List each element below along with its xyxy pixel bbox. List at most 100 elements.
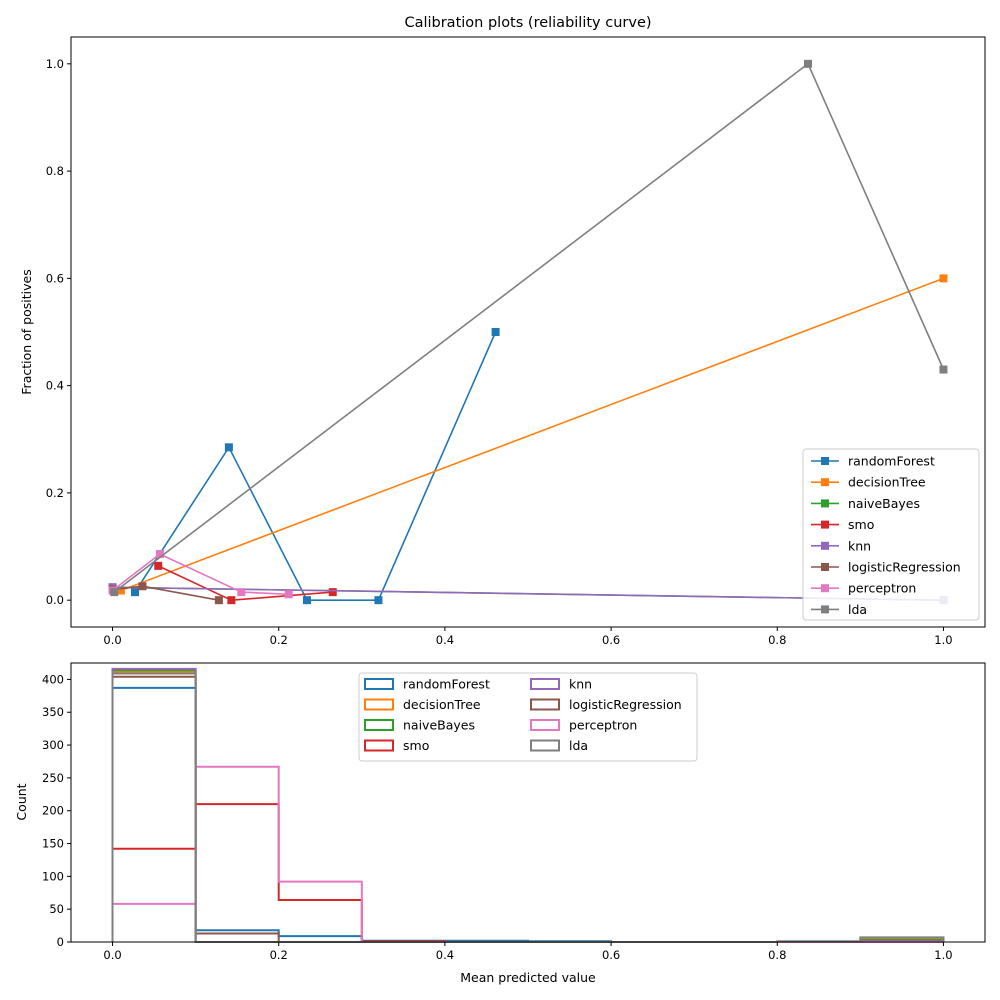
y-tick-label: 50 [49,902,64,916]
x-tick-label: 1.0 [934,948,952,962]
legend-patch [364,719,394,731]
legend-label: knn [848,538,871,553]
y-tick-label: 200 [42,804,64,818]
legend-label: naiveBayes [403,718,475,733]
legend-entry: lda [530,738,588,753]
legend-entry: perceptron [811,581,916,596]
calibration-plot: Calibration plots (reliability curve) Fr… [19,15,986,647]
x-tick-label: 0.8 [768,633,786,647]
legend-entry: logisticRegression [530,697,682,712]
legend-entry: smo [811,517,874,532]
y-tick-label: 150 [42,837,64,851]
x-tick-label: 0.4 [436,633,454,647]
legend-box [802,448,980,621]
legend-entry: decisionTree [811,475,926,490]
y-axis-ticks: 0.0 0.2 0.4 0.6 0.8 1.0 [46,57,71,607]
legend-label: randomForest [403,677,490,692]
legend-entry: logisticRegression [811,560,961,575]
legend-patch [530,719,560,731]
legend-entry: perceptron [530,718,637,733]
legend-label: logisticRegression [848,560,961,575]
legend-marker [821,499,829,508]
data-point [224,443,233,452]
legend-label: randomForest [848,454,935,469]
legend-patch [364,698,394,711]
legend-patch [530,698,560,711]
legend-marker [821,584,829,593]
legend-marker [821,541,829,550]
data-point [284,590,293,599]
y-tick-label: 0.8 [46,164,64,178]
legend-label: logisticRegression [569,697,682,712]
data-point [154,561,163,570]
y-axis-ticks: 0 50 100 150 200 250 300 350 400 [42,672,71,949]
x-axis-ticks: 0.0 0.2 0.4 0.6 0.8 1.0 [103,942,953,962]
legend-label: decisionTree [403,697,481,712]
x-axis-ticks: 0.0 0.2 0.4 0.6 0.8 1.0 [103,627,953,647]
y-tick-label: 0.6 [46,271,64,285]
data-point [155,550,164,559]
y-tick-label: 250 [42,771,64,785]
x-axis-label: Mean predicted value [460,970,596,985]
legend-label: smo [403,738,429,753]
data-point [804,59,813,68]
legend: randomForest decisionTree naiveBayes smo knn… [358,672,698,762]
series-line [120,277,944,592]
legend-entry: naiveBayes [811,496,920,511]
legend-label: lda [569,738,588,753]
chart-title: Calibration plots (reliability curve) [404,15,651,31]
calibration-plot-area [108,59,948,605]
data-point [110,588,119,597]
legend-entry: decisionTree [364,697,481,712]
y-tick-label: 350 [42,705,64,719]
y-axis-label: Fraction of positives [19,269,34,394]
data-point [116,586,125,595]
legend-marker [821,478,829,487]
legend-label: perceptron [569,718,637,733]
y-tick-label: 400 [42,672,64,686]
plot-frame [70,662,986,943]
data-point [939,365,948,374]
legend-entry: naiveBayes [364,718,475,733]
legend-entry: knn [530,677,592,692]
legend-patch [530,678,560,690]
data-point [491,328,500,336]
series-decisionTree [116,274,948,595]
legend-label: smo [848,517,874,532]
legend-patch [530,739,560,752]
data-point [328,588,337,597]
x-tick-label: 0.6 [602,633,620,647]
x-tick-label: 1.0 [934,633,952,647]
legend-entry: knn [811,538,871,553]
x-tick-label: 0.2 [270,633,288,647]
plot-frame [70,36,986,628]
series-line [112,553,289,596]
legend-label: naiveBayes [848,496,920,511]
legend-entry: smo [364,738,429,753]
data-point [214,596,223,605]
legend-marker [821,563,829,571]
legend-label: perceptron [848,581,916,596]
y-axis-label: Count [14,783,29,820]
data-point [138,582,147,591]
x-tick-label: 0.4 [436,948,454,962]
legend-patch [364,739,394,752]
y-tick-label: 1.0 [46,57,64,71]
series-smo [154,561,337,605]
legend-box [358,672,698,762]
legend-marker [821,457,829,465]
data-point [227,596,236,605]
x-tick-label: 0.6 [602,948,620,962]
x-tick-label: 0.0 [103,948,121,962]
legend-label: lda [848,602,867,617]
histogram-plot: Mean predicted value Count 0.0 0.2 0.4 0.6 0… [14,662,986,985]
y-tick-label: 0.4 [46,379,64,393]
y-tick-label: 300 [42,738,64,752]
legend-label: knn [569,677,592,692]
legend-marker [821,520,829,529]
data-point [237,588,246,597]
legend-entry: randomForest [811,454,935,469]
data-point [302,596,311,605]
y-tick-label: 0 [57,935,64,949]
